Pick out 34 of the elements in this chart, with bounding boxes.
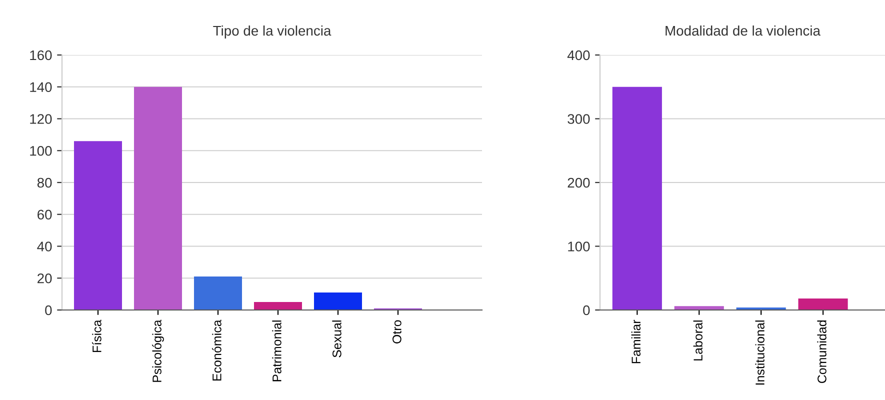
x-tick-label: Sexual (332, 320, 342, 358)
y-tick-label: 400 (567, 50, 590, 60)
x-tick-label: Institucional (755, 320, 764, 385)
chart-title: Tipo de la violencia (213, 25, 332, 38)
bar (798, 298, 848, 310)
bar (194, 276, 242, 310)
y-tick-label: 100 (30, 146, 52, 156)
x-tick-label: Patrimonial (272, 320, 282, 382)
y-tick-label: 40 (37, 242, 52, 252)
y-tick-label: 20 (38, 273, 52, 284)
bar (74, 141, 122, 310)
x-tick-label: Otro (392, 320, 402, 344)
chart-title: Modalidad de la violencia (666, 25, 820, 36)
bar (314, 292, 362, 310)
x-tick-label: Comunidad (817, 320, 826, 384)
x-tick-label: Económica (212, 320, 222, 381)
y-tick-label: 140 (30, 82, 52, 92)
bar (254, 302, 302, 310)
bar (612, 86, 662, 310)
bar (134, 86, 182, 310)
bar (674, 306, 724, 310)
x-tick-label: Física (92, 320, 102, 352)
y-tick-label: 120 (30, 114, 52, 124)
y-tick-label: 300 (568, 114, 590, 124)
x-tick-label: Psicológica (152, 320, 164, 382)
x-tick-label: Familiar (631, 320, 641, 364)
y-tick-label: 100 (568, 242, 590, 252)
y-tick-label: 80 (37, 178, 52, 188)
y-tick-label: 0 (45, 305, 52, 316)
y-tick-label: 200 (568, 178, 590, 188)
y-tick-label: 0 (583, 305, 590, 316)
x-tick-label: Laboral (693, 320, 702, 360)
y-tick-label: 160 (30, 50, 52, 60)
y-tick-label: 60 (38, 210, 52, 220)
